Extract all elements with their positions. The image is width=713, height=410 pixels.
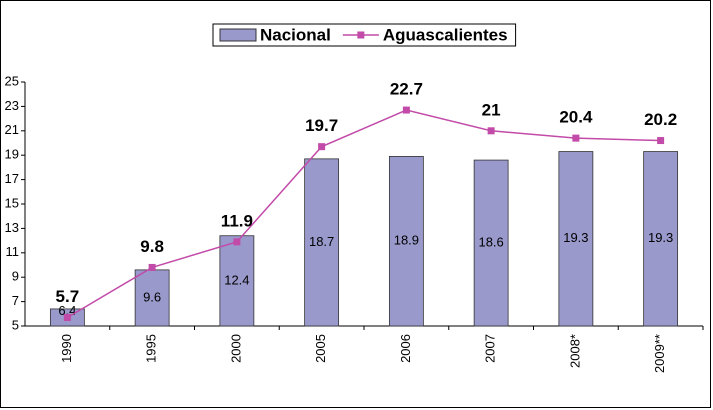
x-tick-label: 2000 bbox=[228, 334, 243, 363]
line-marker bbox=[487, 127, 495, 135]
bar-value-label: 19.3 bbox=[563, 230, 588, 245]
bar bbox=[558, 151, 594, 327]
line-value-label: 20.2 bbox=[644, 110, 677, 129]
x-tick-label: 1995 bbox=[144, 334, 159, 363]
x-tick-label: 2008* bbox=[567, 334, 582, 368]
line-marker bbox=[148, 263, 156, 271]
bar bbox=[219, 235, 255, 327]
legend-marker bbox=[357, 31, 365, 39]
line-value-label: 22.7 bbox=[390, 80, 423, 99]
legend: Nacional Aguascalientes bbox=[212, 23, 517, 47]
bar-value-label: 18.9 bbox=[394, 233, 419, 248]
y-tick-label: 23 bbox=[5, 98, 19, 113]
y-tick-label: 25 bbox=[5, 73, 19, 88]
x-tick-label: 2006 bbox=[398, 334, 413, 363]
bar-value-label: 12.4 bbox=[224, 272, 249, 287]
bar bbox=[473, 159, 509, 327]
y-tick-label: 11 bbox=[6, 244, 20, 259]
y-tick-label: 17 bbox=[5, 171, 19, 186]
bar-value-label: 9.6 bbox=[143, 289, 161, 304]
legend-label: Aguascalientes bbox=[383, 25, 508, 44]
x-tick-label: 2007 bbox=[483, 334, 498, 363]
bar bbox=[134, 269, 170, 327]
line bbox=[66, 109, 661, 319]
line-value-label: 5.7 bbox=[56, 287, 80, 306]
bar bbox=[388, 156, 424, 327]
line-marker bbox=[402, 106, 410, 114]
line-marker bbox=[318, 143, 326, 151]
y-tick-label: 21 bbox=[5, 122, 19, 137]
x-tick-label: 2009** bbox=[652, 334, 667, 373]
y-tick-label: 19 bbox=[5, 147, 19, 162]
line-value-label: 20.4 bbox=[559, 108, 593, 127]
y-tick-label: 13 bbox=[5, 220, 19, 235]
line-value-label: 19.7 bbox=[305, 116, 338, 135]
line-value-label: 21 bbox=[482, 100, 501, 119]
line-marker bbox=[572, 134, 580, 142]
bar bbox=[643, 151, 679, 327]
bar bbox=[304, 158, 340, 327]
line-marker bbox=[233, 238, 241, 246]
x-tick-label: 2005 bbox=[313, 334, 328, 363]
bar-value-label: 19.3 bbox=[648, 230, 673, 245]
x-tick-label: 1990 bbox=[59, 334, 74, 363]
y-tick-label: 15 bbox=[5, 195, 19, 210]
y-tick-label: 5 bbox=[12, 317, 19, 332]
legend-swatch bbox=[219, 28, 257, 42]
bar-value-label: 18.7 bbox=[309, 234, 334, 249]
line-marker bbox=[63, 313, 71, 321]
y-tick-label: 7 bbox=[12, 293, 19, 308]
bar-value-label: 18.6 bbox=[478, 234, 503, 249]
line-marker bbox=[657, 137, 665, 145]
legend-label: Nacional bbox=[260, 25, 331, 44]
y-tick-label: 9 bbox=[12, 269, 19, 284]
line-value-label: 9.8 bbox=[140, 237, 164, 256]
line-value-label: 11.9 bbox=[221, 211, 253, 230]
